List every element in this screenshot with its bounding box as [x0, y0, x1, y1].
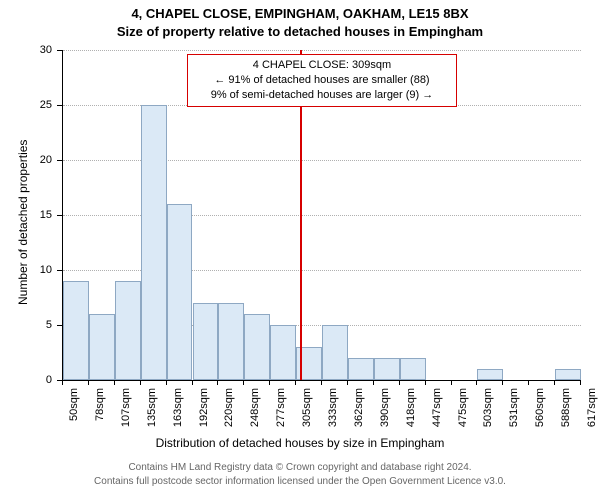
histogram-bar — [115, 281, 141, 380]
x-tick-label: 418sqm — [405, 388, 417, 436]
x-tick-label: 277sqm — [275, 388, 287, 436]
y-tick-label: 30 — [0, 44, 52, 56]
histogram-bar — [270, 325, 296, 380]
x-tick-mark — [295, 380, 296, 385]
y-tick-mark — [57, 50, 62, 51]
x-tick-label: 78sqm — [94, 388, 106, 436]
x-tick-label: 362sqm — [353, 388, 365, 436]
x-tick-label: 107sqm — [120, 388, 132, 436]
x-tick-label: 617sqm — [586, 388, 598, 436]
y-tick-label: 10 — [0, 264, 52, 276]
y-tick-mark — [57, 270, 62, 271]
x-tick-label: 135sqm — [146, 388, 158, 436]
y-tick-mark — [57, 325, 62, 326]
x-tick-label: 475sqm — [457, 388, 469, 436]
x-tick-label: 390sqm — [379, 388, 391, 436]
annotation-line: ← 91% of detached houses are smaller (88… — [194, 73, 450, 88]
x-tick-label: 560sqm — [534, 388, 546, 436]
footer-line2: Contains full postcode sector informatio… — [0, 476, 600, 487]
x-tick-mark — [476, 380, 477, 385]
x-tick-label: 531sqm — [508, 388, 520, 436]
x-tick-mark — [399, 380, 400, 385]
y-tick-label: 0 — [0, 374, 52, 386]
annotation-line: 4 CHAPEL CLOSE: 309sqm — [194, 58, 450, 73]
x-tick-label: 305sqm — [301, 388, 313, 436]
histogram-bar — [193, 303, 219, 380]
histogram-bar — [141, 105, 167, 380]
chart-plot-area: 4 CHAPEL CLOSE: 309sqm← 91% of detached … — [62, 50, 581, 381]
y-tick-label: 25 — [0, 99, 52, 111]
x-tick-mark — [166, 380, 167, 385]
x-tick-mark — [373, 380, 374, 385]
y-tick-mark — [57, 215, 62, 216]
x-tick-mark — [192, 380, 193, 385]
x-tick-label: 333sqm — [327, 388, 339, 436]
x-tick-mark — [140, 380, 141, 385]
page-title-line1: 4, CHAPEL CLOSE, EMPINGHAM, OAKHAM, LE15… — [0, 6, 600, 21]
histogram-bar — [322, 325, 348, 380]
x-tick-mark — [425, 380, 426, 385]
x-tick-mark — [321, 380, 322, 385]
histogram-bar — [348, 358, 374, 380]
x-tick-mark — [88, 380, 89, 385]
x-tick-mark — [580, 380, 581, 385]
x-tick-label: 50sqm — [68, 388, 80, 436]
histogram-bar — [400, 358, 426, 380]
y-tick-mark — [57, 160, 62, 161]
x-tick-mark — [554, 380, 555, 385]
histogram-bar — [555, 369, 581, 380]
x-tick-mark — [269, 380, 270, 385]
y-tick-mark — [57, 105, 62, 106]
x-tick-mark — [243, 380, 244, 385]
annotation-line: 9% of semi-detached houses are larger (9… — [194, 88, 450, 103]
x-tick-mark — [347, 380, 348, 385]
histogram-bar — [218, 303, 244, 380]
x-tick-label: 503sqm — [482, 388, 494, 436]
x-tick-label: 248sqm — [249, 388, 261, 436]
x-tick-mark — [114, 380, 115, 385]
x-axis-label: Distribution of detached houses by size … — [0, 436, 600, 450]
x-tick-label: 192sqm — [198, 388, 210, 436]
histogram-bar — [374, 358, 400, 380]
y-tick-label: 20 — [0, 154, 52, 166]
x-tick-mark — [62, 380, 63, 385]
x-tick-label: 447sqm — [431, 388, 443, 436]
gridline — [63, 50, 581, 51]
footer-line1: Contains HM Land Registry data © Crown c… — [0, 462, 600, 473]
x-tick-mark — [528, 380, 529, 385]
histogram-bar — [167, 204, 193, 380]
x-tick-label: 220sqm — [223, 388, 235, 436]
x-tick-mark — [451, 380, 452, 385]
histogram-bar — [89, 314, 115, 380]
x-tick-mark — [502, 380, 503, 385]
y-tick-label: 5 — [0, 319, 52, 331]
x-tick-label: 588sqm — [560, 388, 572, 436]
histogram-bar — [63, 281, 89, 380]
annotation-box: 4 CHAPEL CLOSE: 309sqm← 91% of detached … — [187, 54, 457, 107]
histogram-bar — [244, 314, 270, 380]
x-tick-label: 163sqm — [172, 388, 184, 436]
histogram-bar — [477, 369, 503, 380]
y-tick-label: 15 — [0, 209, 52, 221]
page-title-line2: Size of property relative to detached ho… — [0, 24, 600, 39]
x-tick-mark — [217, 380, 218, 385]
